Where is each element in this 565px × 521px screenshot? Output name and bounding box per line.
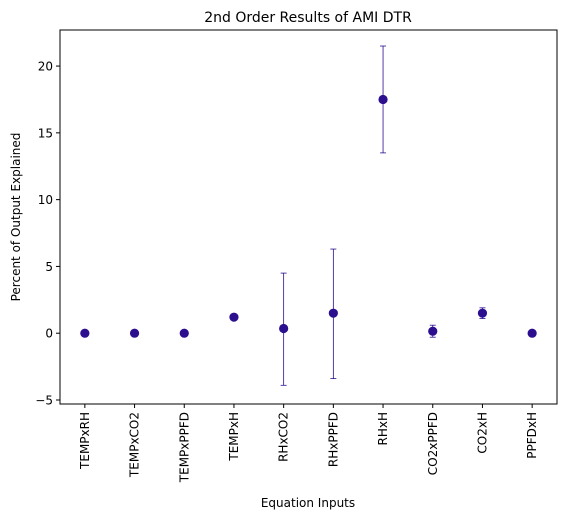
y-tick-label: 0: [45, 327, 53, 341]
x-tick-label: TEMPxRH: [78, 412, 92, 470]
x-axis: TEMPxRH TEMPxCO2 TEMPxPPFD TEMPxH RHxCO2 RHxP…: [78, 404, 539, 483]
y-tick-label: 10: [38, 193, 53, 207]
data-point: [428, 326, 438, 336]
data-point: [229, 312, 239, 322]
x-tick-label: TEMPxPPFD: [177, 412, 191, 483]
data-point: [527, 328, 537, 338]
data-point: [129, 328, 140, 338]
y-axis-label: Percent of Output Explained: [9, 133, 23, 302]
y-tick-label: 5: [45, 260, 53, 274]
data-point: [179, 328, 189, 338]
data-point: [279, 323, 289, 334]
data-point: [328, 308, 338, 318]
y-tick-label: 15: [38, 126, 53, 140]
plot-frame: [59, 29, 558, 405]
y-tick-label: −5: [35, 393, 53, 407]
x-tick-label: CO2xPPFD: [426, 412, 440, 475]
y-tick-label: 20: [38, 60, 53, 74]
x-tick-label: TEMPxCO2: [128, 412, 142, 478]
plot-content: [80, 45, 537, 386]
x-axis-label: Equation Inputs: [261, 496, 355, 510]
data-point: [378, 94, 388, 105]
x-tick-label: RHxPPFD: [326, 412, 340, 467]
data-point: [80, 328, 90, 338]
x-tick-label: TEMPxH: [227, 412, 241, 462]
x-tick-label: CO2xH: [475, 412, 489, 454]
y-axis: −5 0 5 10 15 20: [35, 60, 60, 407]
x-tick-label: RHxCO2: [277, 412, 291, 462]
x-tick-label: RHxH: [376, 412, 390, 446]
chart-title: 2nd Order Results of AMI DTR: [204, 10, 412, 26]
data-point: [477, 308, 488, 318]
x-tick-label: PPFDxH: [525, 412, 539, 459]
